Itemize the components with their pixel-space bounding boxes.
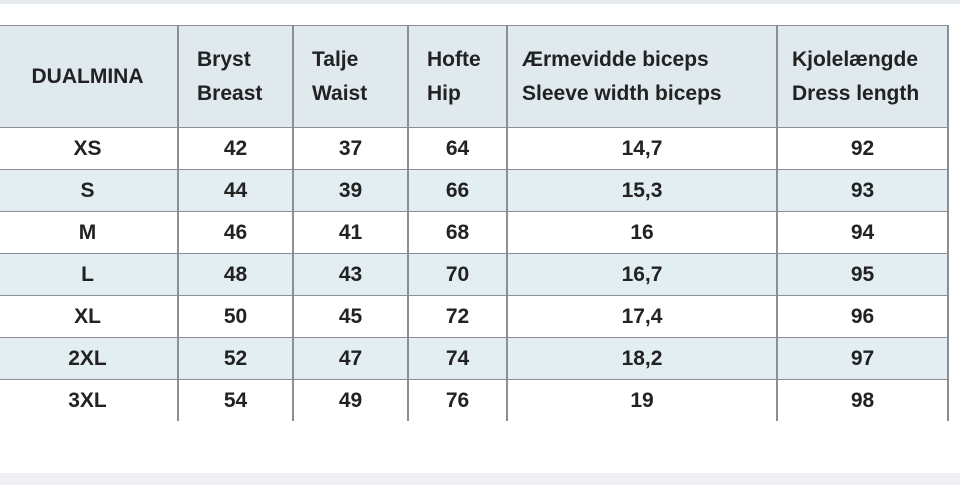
header-cell: DUALMINA	[0, 25, 179, 128]
table-cell: XS	[0, 127, 179, 170]
table-cell: 43	[292, 253, 409, 296]
header-line: Bryst	[197, 47, 251, 71]
table-body: XS 42 37 64 14,7 92 S 44 39 66 15,3 93 M 46 41 68 16 94 L 4…	[0, 127, 949, 421]
header-line: Breast	[197, 81, 263, 105]
table-cell: 45	[292, 295, 409, 338]
header-line: Waist	[312, 81, 368, 105]
table-cell: 68	[407, 211, 508, 254]
table-cell: 93	[776, 169, 949, 212]
table-row: 3XL 54 49 76 19 98	[0, 379, 949, 421]
table-cell: XL	[0, 295, 179, 338]
table-row: XL 50 45 72 17,4 96	[0, 295, 949, 338]
table-cell: 42	[177, 127, 294, 170]
table-cell: 70	[407, 253, 508, 296]
header-line: Hip	[427, 81, 461, 105]
table-cell: 96	[776, 295, 949, 338]
header-line: Talje	[312, 47, 359, 71]
header-cell: Ærmevidde biceps Sleeve width biceps	[506, 25, 778, 128]
table-cell: 50	[177, 295, 294, 338]
table-cell: 44	[177, 169, 294, 212]
top-strip	[0, 0, 960, 4]
table-cell: 66	[407, 169, 508, 212]
header-line: Dress length	[792, 81, 920, 105]
table-cell: 41	[292, 211, 409, 254]
table-cell: 52	[177, 337, 294, 380]
table-cell: 17,4	[506, 295, 778, 338]
table-cell: 95	[776, 253, 949, 296]
table-cell: 64	[407, 127, 508, 170]
table-cell: 49	[292, 379, 409, 421]
table-cell: 46	[177, 211, 294, 254]
header-line: Hofte	[427, 47, 481, 71]
table-cell: 74	[407, 337, 508, 380]
table-cell: 37	[292, 127, 409, 170]
table-cell: 18,2	[506, 337, 778, 380]
table-cell: 54	[177, 379, 294, 421]
table-cell: 15,3	[506, 169, 778, 212]
table-row: M 46 41 68 16 94	[0, 211, 949, 254]
table-cell: S	[0, 169, 179, 212]
table-cell: 48	[177, 253, 294, 296]
table-cell: 47	[292, 337, 409, 380]
table-row: 2XL 52 47 74 18,2 97	[0, 337, 949, 380]
header-line: DUALMINA	[31, 64, 144, 88]
table-cell: 72	[407, 295, 508, 338]
table-cell: 16	[506, 211, 778, 254]
table-cell: 16,7	[506, 253, 778, 296]
header-cell: Kjolelængde Dress length	[776, 25, 949, 128]
table-cell: 97	[776, 337, 949, 380]
table-cell: 76	[407, 379, 508, 421]
header-line: Sleeve width biceps	[522, 81, 722, 105]
table-cell: 14,7	[506, 127, 778, 170]
table-cell: 92	[776, 127, 949, 170]
table-cell: M	[0, 211, 179, 254]
header-cell: Hofte Hip	[407, 25, 508, 128]
header-row: DUALMINA Bryst Breast Talje Waist Hofte Hip Ærm…	[0, 25, 949, 128]
table-cell: 3XL	[0, 379, 179, 421]
size-table: DUALMINA Bryst Breast Talje Waist Hofte Hip Ærm…	[0, 25, 949, 421]
table-cell: 2XL	[0, 337, 179, 380]
header-cell: Talje Waist	[292, 25, 409, 128]
table-row: S 44 39 66 15,3 93	[0, 169, 949, 212]
header-line: Ærmevidde biceps	[522, 47, 709, 71]
table-cell: 39	[292, 169, 409, 212]
header-cell: Bryst Breast	[177, 25, 294, 128]
table-cell: 94	[776, 211, 949, 254]
table-cell: 19	[506, 379, 778, 421]
header-line: Kjolelængde	[792, 47, 919, 71]
table-cell: L	[0, 253, 179, 296]
table-row: XS 42 37 64 14,7 92	[0, 127, 949, 170]
table-cell: 98	[776, 379, 949, 421]
bottom-strip	[0, 473, 960, 485]
table-row: L 48 43 70 16,7 95	[0, 253, 949, 296]
